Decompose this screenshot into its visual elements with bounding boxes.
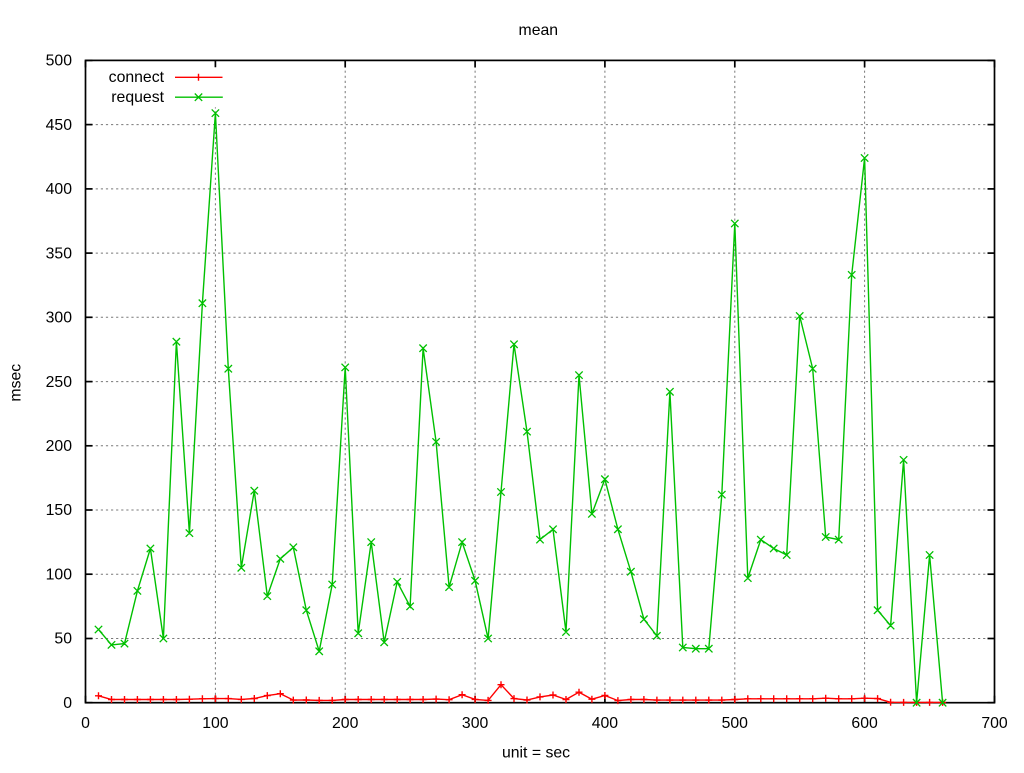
svg-text:50: 50 — [54, 631, 72, 648]
svg-text:250: 250 — [46, 374, 73, 391]
svg-text:150: 150 — [46, 502, 73, 519]
svg-text:400: 400 — [46, 181, 73, 198]
svg-text:300: 300 — [462, 715, 489, 732]
svg-text:500: 500 — [722, 715, 749, 732]
svg-text:request: request — [111, 89, 164, 106]
svg-text:350: 350 — [46, 245, 73, 262]
svg-text:100: 100 — [46, 566, 73, 583]
svg-text:0: 0 — [81, 715, 90, 732]
svg-text:300: 300 — [46, 310, 73, 327]
svg-text:mean: mean — [519, 22, 559, 39]
svg-text:0: 0 — [63, 695, 72, 712]
svg-text:600: 600 — [851, 715, 878, 732]
svg-text:400: 400 — [592, 715, 619, 732]
svg-text:700: 700 — [981, 715, 1008, 732]
svg-text:200: 200 — [46, 438, 73, 455]
svg-text:100: 100 — [202, 715, 229, 732]
svg-text:450: 450 — [46, 117, 73, 134]
svg-text:500: 500 — [46, 53, 73, 70]
svg-text:200: 200 — [332, 715, 359, 732]
svg-text:connect: connect — [109, 69, 165, 86]
svg-text:unit = sec: unit = sec — [502, 744, 570, 761]
svg-text:msec: msec — [8, 364, 25, 402]
